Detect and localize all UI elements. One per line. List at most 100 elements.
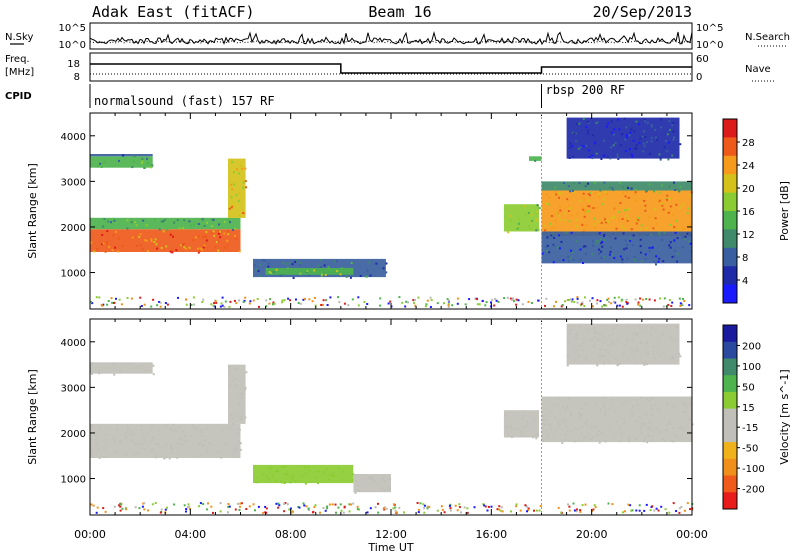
echo-pixel [646, 141, 648, 144]
echo-pixel [635, 144, 638, 147]
ground-scatter-pixel [430, 299, 433, 301]
echo-pixel [228, 427, 231, 430]
echo-pixel [527, 211, 530, 214]
echo-pixel [94, 439, 97, 442]
ground-scatter-pixel [143, 502, 146, 505]
echo-pixel [351, 479, 354, 482]
ground-scatter-pixel [500, 506, 503, 509]
ground-scatter-pixel [624, 510, 626, 513]
ground-scatter-pixel [283, 503, 286, 505]
echo-pixel [130, 430, 133, 433]
echo-pixel [545, 419, 548, 422]
echo-pixel [619, 440, 622, 443]
echo-pixel [197, 247, 199, 250]
echo-pixel [557, 420, 560, 423]
ground-scatter-pixel [533, 509, 535, 512]
echo-pixel [648, 183, 651, 186]
echo-pixel [573, 440, 576, 443]
echo-pixel [156, 434, 159, 437]
ground-scatter-pixel [185, 298, 188, 301]
echo-pixel [654, 217, 657, 220]
ground-scatter-pixel [229, 300, 232, 303]
echo-pixel [141, 428, 144, 431]
echo-pixel [645, 398, 648, 401]
echo-pixel [573, 427, 576, 430]
echo-pixel [623, 228, 626, 231]
echo-pixel [279, 480, 282, 483]
echo-pixel [562, 406, 564, 409]
ground-scatter-pixel [242, 301, 245, 303]
echo-pixel [624, 195, 627, 198]
echo-pixel [150, 238, 153, 241]
echo-pixel [588, 433, 590, 436]
ground-scatter-pixel [185, 510, 187, 513]
echo-pixel [634, 193, 637, 196]
ground-scatter-pixel [672, 502, 675, 505]
ground-scatter-pixel [268, 302, 271, 305]
ground-scatter-pixel [664, 508, 667, 511]
echo-pixel [600, 432, 603, 434]
echo-pixel [659, 158, 662, 161]
x-tick-label: 20:00 [576, 528, 608, 541]
ground-scatter-pixel [670, 305, 673, 307]
echo-pixel [226, 239, 229, 242]
echo-pixel [334, 260, 336, 263]
echo-pixel [345, 275, 348, 278]
ground-scatter-pixel [212, 511, 214, 514]
echo-pixel [608, 361, 610, 364]
echo-pixel [270, 467, 273, 470]
echo-pixel [577, 147, 580, 150]
echo-pixel [261, 259, 264, 262]
echo-pixel [233, 455, 236, 458]
echo-pixel [642, 424, 645, 427]
ground-scatter-pixel [413, 301, 415, 304]
x-tick-label: 04:00 [174, 528, 206, 541]
echo-pixel [639, 342, 642, 345]
echo-pixel [650, 125, 653, 128]
ground-scatter-pixel [679, 302, 682, 305]
echo-pixel [575, 140, 578, 143]
echo-pixel [683, 238, 686, 241]
echo-pixel [572, 258, 575, 261]
ground-scatter-pixel [568, 298, 570, 301]
nave-tick-bottom: 0 [696, 72, 702, 83]
echo-pixel [662, 208, 665, 211]
ground-scatter-pixel [379, 297, 382, 300]
echo-pixel [555, 212, 558, 215]
echo-pixel [235, 384, 238, 387]
echo-pixel [640, 341, 642, 344]
echo-pixel [658, 201, 661, 203]
ground-scatter-pixel [213, 302, 216, 305]
echo-pixel [566, 404, 569, 407]
echo-pixel [568, 260, 571, 263]
echo-pixel [564, 434, 567, 437]
echo-pixel [524, 204, 527, 207]
ground-scatter-pixel [298, 506, 301, 509]
echo-pixel [141, 364, 143, 367]
ground-scatter-pixel [407, 301, 410, 304]
echo-pixel [616, 156, 619, 159]
ground-scatter-pixel [324, 509, 327, 512]
echo-pixel [598, 193, 601, 196]
echo-pixel [611, 342, 614, 345]
ground-scatter-pixel [286, 503, 289, 506]
echo-pixel [582, 349, 585, 352]
noise-panel-frame [89, 22, 693, 50]
ground-scatter-pixel [443, 511, 446, 514]
ground-scatter-pixel [596, 302, 598, 305]
echo-pixel [619, 202, 622, 204]
ground-scatter-pixel [419, 502, 422, 505]
ground-scatter-pixel [185, 303, 188, 306]
echo-pixel [366, 269, 369, 272]
echo-pixel [683, 428, 686, 431]
echo-pixel [634, 259, 637, 262]
echo-pixel [656, 138, 659, 141]
echo-pixel [654, 207, 657, 210]
echo-pixel [625, 136, 628, 139]
ground-scatter-pixel [679, 304, 682, 307]
ground-scatter-pixel [198, 505, 201, 508]
colorbar-swatch [723, 341, 737, 359]
power-colorbar-label: Power [dB] [778, 181, 791, 241]
echo-pixel [609, 246, 612, 249]
echo-pixel [281, 481, 284, 484]
